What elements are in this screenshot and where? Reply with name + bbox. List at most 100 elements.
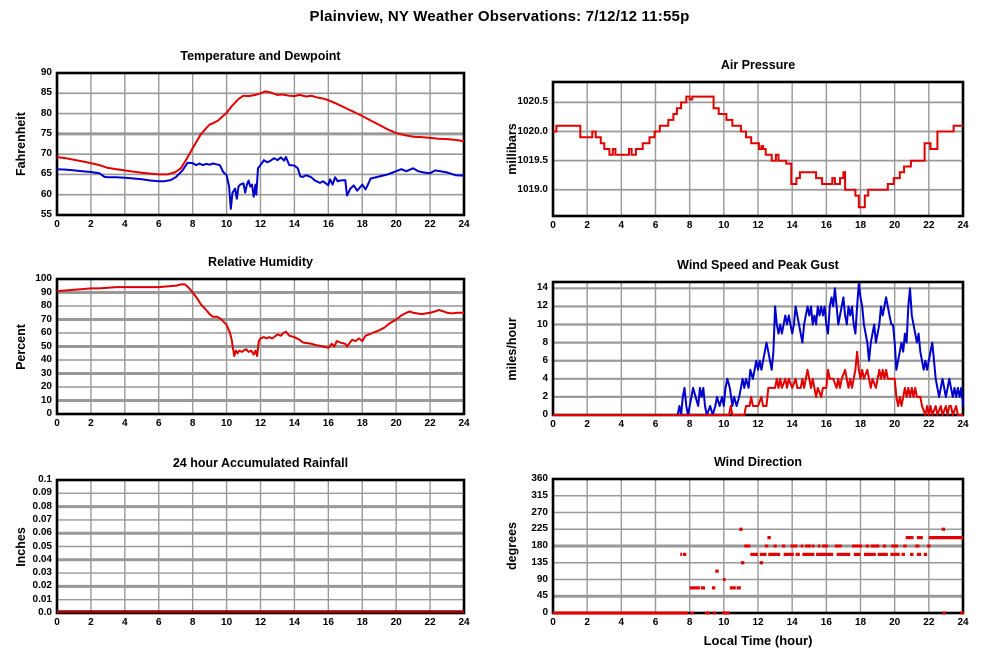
y-tick-label: 0	[542, 409, 548, 420]
x-tick-label: 16	[820, 419, 832, 430]
chart-air-pressure: Air Pressure millibars 0 2 4 6 8 10 12 14 16 18 20…	[505, 58, 969, 231]
x-tick-label: 8	[686, 220, 693, 231]
x-tick-label: 12	[752, 220, 764, 231]
x-tick-label: 20	[390, 418, 402, 429]
x-tick-label: 20	[390, 219, 402, 230]
chart-wind-direction: Wind Direction degrees Local Time (hour)…	[505, 455, 969, 648]
x-tick-label: 16	[322, 617, 334, 628]
y-tick-label: 85	[40, 87, 52, 99]
y-tick-label: 270	[531, 506, 548, 518]
x-tick-label: 6	[155, 418, 162, 429]
y-tick-label: 0.08	[32, 500, 52, 512]
chart-title: Air Pressure	[720, 58, 796, 72]
y-tick-label: 315	[531, 489, 548, 501]
x-tick-label: 12	[254, 219, 267, 230]
x-tick-label: 10	[221, 617, 233, 628]
x-tick-label: 14	[288, 219, 300, 230]
x-tick-label: 20	[889, 419, 901, 430]
y-tick-label: 100	[35, 273, 52, 284]
x-tick-label: 12	[752, 617, 764, 628]
x-tick-label: 8	[189, 219, 196, 230]
x-tick-label: 22	[424, 418, 436, 429]
y-tick-label: 1020.5	[517, 96, 548, 108]
x-tick-label: 18	[356, 418, 368, 429]
x-tick-label: 14	[288, 617, 300, 628]
x-tick-label: 8	[686, 419, 693, 430]
x-tick-label: 18	[356, 219, 368, 230]
plot-area	[55, 478, 466, 615]
x-tick-label: 20	[889, 617, 901, 628]
x-tick-label: 24	[458, 617, 470, 628]
x-tick-label: 10	[718, 617, 730, 628]
y-tick-label: 70	[40, 313, 52, 325]
x-tick-label: 0	[550, 220, 556, 231]
x-tick-label: 16	[322, 418, 334, 429]
x-tick-label: 4	[618, 419, 625, 430]
y-tick-label: 6	[542, 354, 548, 366]
y-tick-label: 0	[46, 408, 52, 419]
plot-area	[551, 477, 965, 615]
x-tick-label: 2	[88, 418, 94, 429]
y-tick-label: 0.01	[32, 593, 52, 605]
x-tick-label: 22	[923, 419, 935, 430]
y-tick-label: 10	[536, 318, 548, 330]
x-tick-label: 24	[957, 220, 969, 231]
y-tick-label: 45	[536, 590, 548, 602]
y-tick-label: 225	[531, 523, 548, 535]
y-tick-label: 90	[40, 67, 52, 78]
y-axis-label: Inches	[14, 526, 28, 567]
x-tick-label: 0	[54, 418, 60, 429]
y-axis-label: Percent	[14, 323, 28, 370]
x-tick-label: 24	[957, 419, 969, 430]
y-tick-label: 0.05	[32, 540, 52, 552]
plot-area	[55, 71, 466, 217]
x-tick-label: 10	[221, 219, 233, 230]
plot-area	[551, 80, 965, 218]
x-tick-label: 16	[322, 219, 334, 230]
x-tick-label: 14	[786, 220, 798, 231]
x-tick-label: 16	[820, 617, 832, 628]
y-tick-label: 135	[531, 556, 548, 568]
y-tick-label: 0.0	[38, 607, 52, 618]
x-tick-label: 6	[155, 219, 162, 230]
y-axis-label: degrees	[505, 522, 519, 570]
chart-title: Wind Direction	[713, 455, 803, 469]
x-tick-label: 0	[550, 419, 556, 430]
y-tick-label: 0.04	[32, 553, 52, 565]
x-tick-label: 20	[889, 220, 901, 231]
y-axis-label: miles/hour	[505, 316, 519, 381]
x-tick-label: 0	[550, 617, 556, 628]
x-tick-label: 14	[786, 419, 798, 430]
chart-title: Relative Humidity	[208, 255, 313, 269]
chart-title: 24 hour Accumulated Rainfall	[172, 456, 349, 470]
y-tick-label: 40	[40, 354, 52, 365]
x-tick-label: 22	[923, 617, 935, 628]
x-tick-label: 14	[786, 617, 798, 628]
x-tick-label: 4	[618, 617, 625, 628]
x-tick-label: 8	[189, 617, 196, 628]
x-tick-label: 6	[652, 220, 659, 231]
x-tick-label: 6	[652, 419, 659, 430]
plot-area	[551, 280, 965, 417]
x-tick-label: 22	[424, 617, 436, 628]
x-tick-label: 22	[424, 219, 436, 230]
x-tick-label: 12	[254, 418, 267, 429]
y-tick-label: 90	[536, 573, 548, 585]
x-tick-label: 18	[356, 617, 368, 628]
x-tick-label: 10	[221, 418, 233, 429]
y-tick-label: 90	[40, 286, 52, 298]
y-tick-label: 70	[40, 148, 52, 160]
y-tick-label: 80	[40, 300, 52, 311]
y-tick-label: 80	[40, 107, 52, 119]
x-tick-label: 6	[155, 617, 162, 628]
x-tick-label: 2	[584, 617, 590, 628]
x-tick-label: 24	[458, 219, 470, 230]
x-tick-label: 8	[686, 617, 693, 628]
y-axis-label: Fahrenheit	[14, 112, 28, 176]
chart-relative-humidity: Relative Humidity Percent 0 2 4 6 8 10 12 14 16 1…	[14, 255, 470, 429]
page-title: Plainview, NY Weather Observations: 7/12…	[309, 8, 690, 25]
